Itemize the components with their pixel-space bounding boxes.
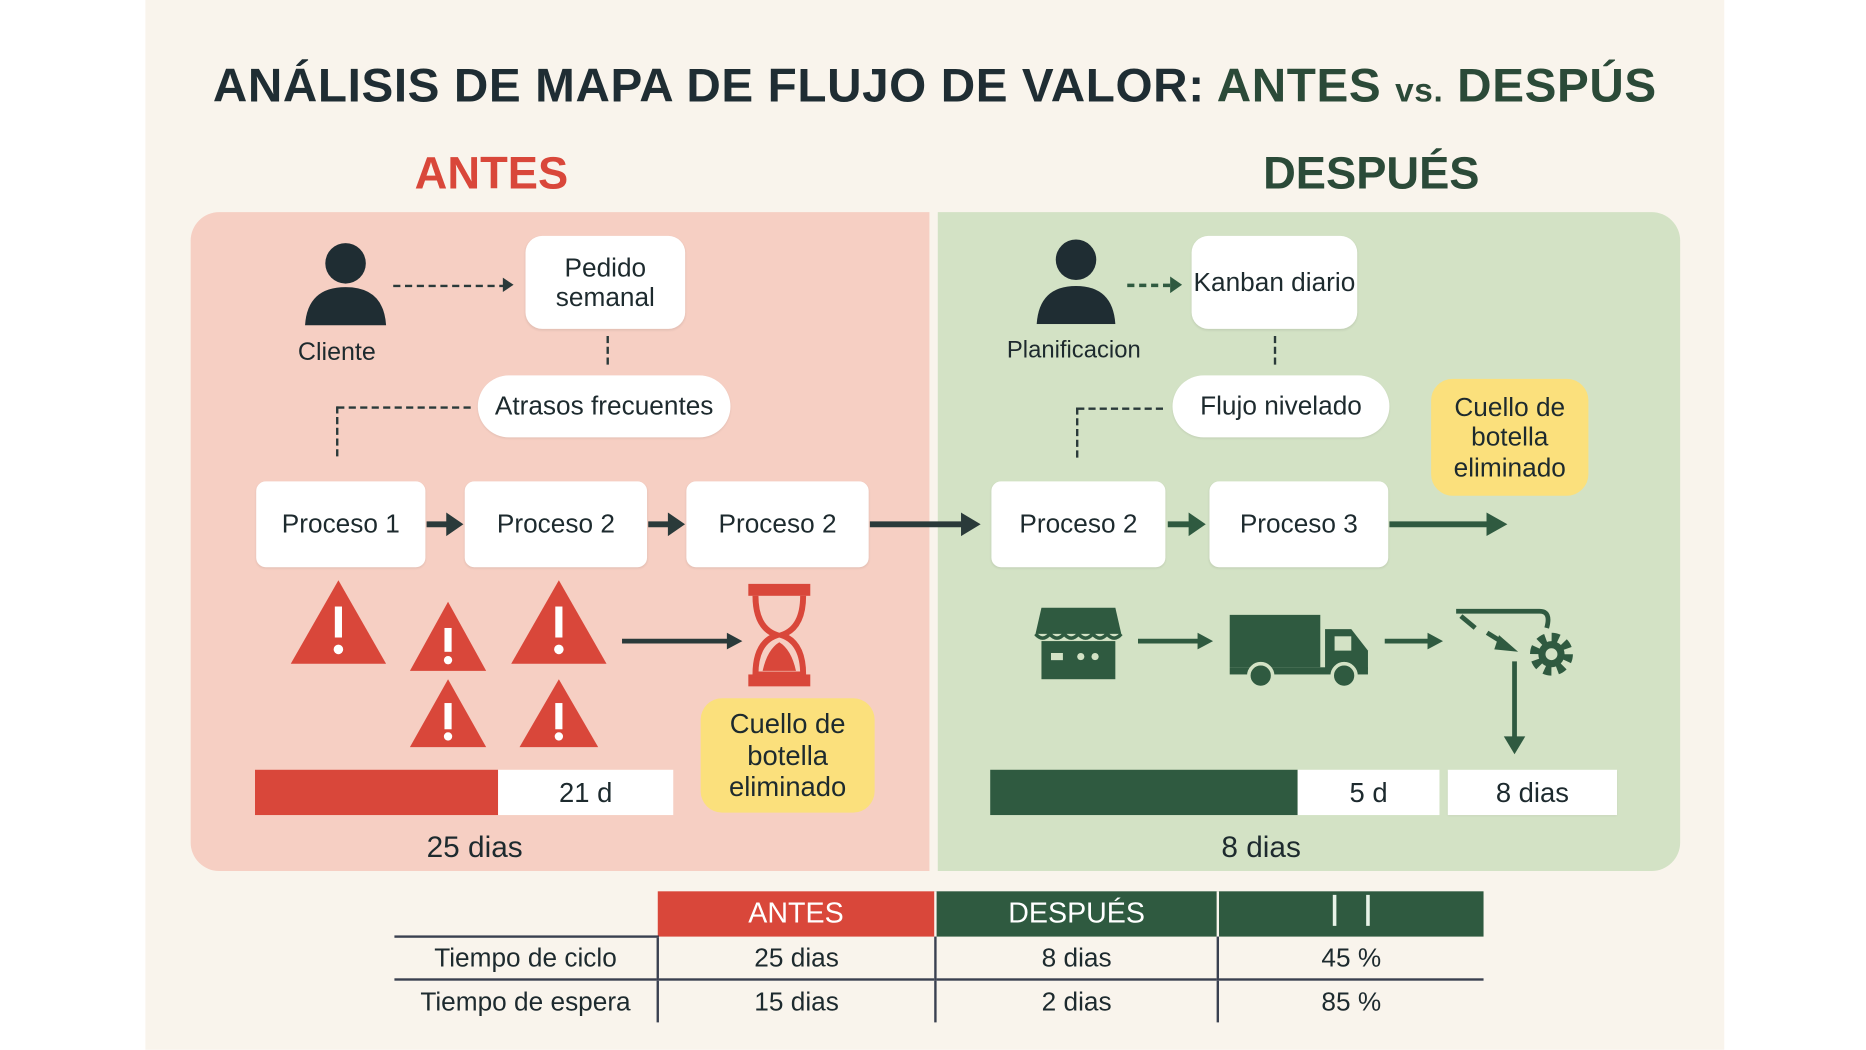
gear-icon [1530,632,1573,676]
page-title: ANÁLISIS DE MAPA DE FLUJO DE VALOR: ANTE… [145,60,1724,114]
process-box: Proceso 2 [991,481,1166,568]
title-part3: DESPÚS [1457,59,1657,113]
after-total: 8 dias [1221,830,1301,864]
title-part1: ANÁLISIS DE MAPA DE FLUJO DE VALOR: [212,59,1205,113]
cell-after: 8 dias [935,936,1220,980]
flow-box: Flujo nivelado [1172,375,1390,438]
process-box: Proceso 3 [1209,481,1389,568]
row-label: Tiempo de ciclo [394,936,659,980]
header-before: ANTES [657,891,936,937]
arrow-icon [622,632,743,650]
user-icon [1036,239,1116,325]
dashed-arrow [1076,407,1079,458]
user-icon [305,243,387,326]
arrow-icon [1384,632,1444,650]
store-icon [1034,607,1123,680]
truck-icon [1229,614,1368,690]
dashed-arrow [393,284,507,288]
comparison-table: ANTES DESPUÉS Tiempo de ciclo 25 dias 8 … [394,891,1484,1023]
cell-after: 2 dias [935,979,1220,1023]
before-time-bar: 21 d [255,769,674,816]
cell-improvement: 85 % [1321,986,1382,1016]
process-box: Proceso 2 [686,481,869,568]
cell-before: 25 dias [657,936,937,980]
process-arrows [1167,512,1508,537]
bar-fill [990,769,1298,816]
bar-label: 5 d [1297,769,1440,816]
gear-flow-icon [1456,608,1573,755]
dashed-arrow [1127,283,1171,288]
dashed-arrow [1273,336,1277,365]
customer-label: Cliente [297,338,376,366]
bar-label-2: 8 dias [1447,769,1618,816]
title-vs: vs. [1395,71,1444,109]
bar-fill [255,769,499,816]
process-box: Proceso 2 [464,481,648,568]
bottleneck-note: Cuello de botella eliminado [1431,378,1589,496]
dashed-arrow [336,406,339,457]
header-improvement [1216,891,1484,937]
dashed-line [337,406,471,409]
arrow-head-icon [1170,276,1183,294]
kanban-box: Kanban diario [1191,235,1358,329]
process-box: Proceso 1 [256,481,426,568]
before-total: 25 dias [426,830,523,864]
cell-before: 15 dias [657,979,937,1023]
cell-improvement: 45 % [1321,941,1382,972]
arrow-head-icon [502,277,514,292]
after-heading: DESPUÉS [1263,148,1480,199]
planning-label: Planificacion [1006,337,1141,364]
dashed-line [1077,407,1164,410]
hourglass-icon [748,583,811,687]
bars-icon [1332,894,1370,926]
row-label: Tiempo de espera [394,979,659,1023]
table-row: Tiempo de espera 15 dias 2 dias 85 % [394,979,1483,1023]
table-row: Tiempo de ciclo 25 dias 8 dias 45 % [394,936,1484,980]
before-heading: ANTES [414,148,569,199]
order-box: Pedido semanal [525,235,686,329]
delays-box: Atrasos frecuentes [477,375,731,438]
process-arrows [426,512,981,537]
bottleneck-note: Cuello de botella eliminado [700,698,875,813]
warning-icons [290,580,607,748]
title-part2: ANTES [1216,59,1382,113]
header-after: DESPUÉS [934,891,1218,937]
dashed-arrow [606,336,609,365]
after-time-bar: 5 d [990,769,1440,816]
bar-label: 21 d [498,769,674,816]
arrow-icon [1137,632,1214,650]
